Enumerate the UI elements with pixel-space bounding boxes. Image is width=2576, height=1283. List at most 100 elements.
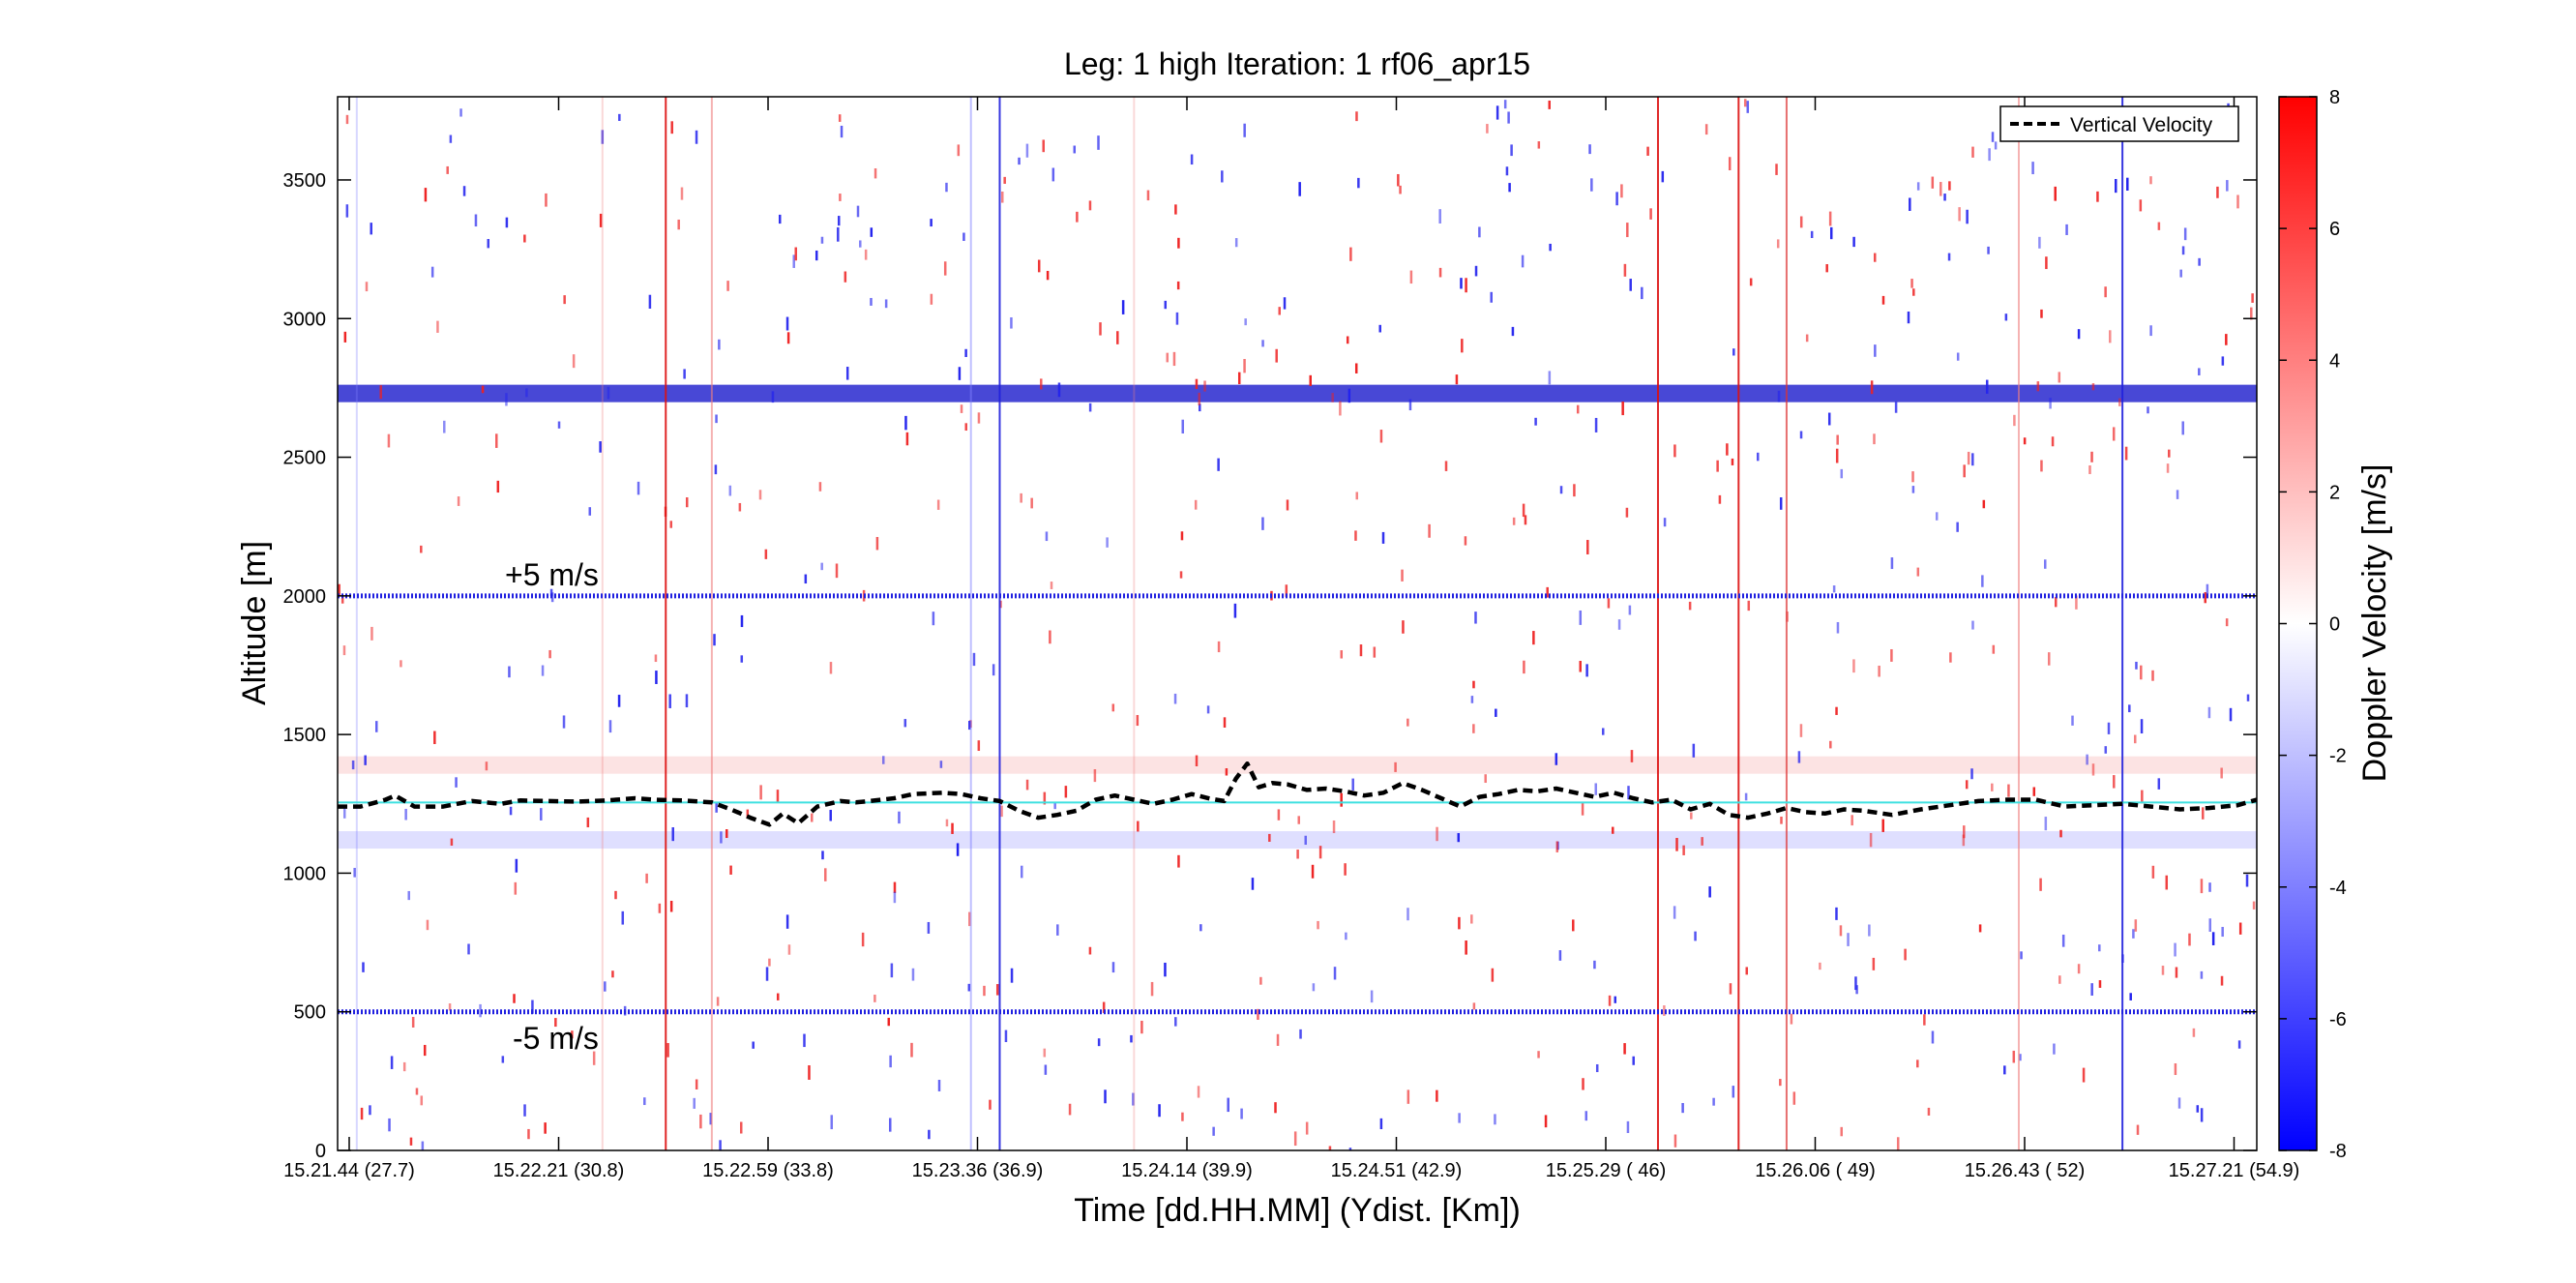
speckle-pixel (1873, 433, 1876, 445)
speckle-pixel (936, 499, 940, 510)
speckle-pixel (2221, 356, 2225, 366)
speckle-pixel (1507, 111, 1510, 124)
speckle-pixel (550, 592, 554, 603)
speckle-pixel (932, 612, 935, 626)
speckle-pixel (709, 1113, 712, 1125)
speckle-pixel (1000, 191, 1004, 203)
speckle-pixel (715, 802, 718, 813)
speckle-pixel (1339, 401, 1342, 416)
speckle-pixel (2107, 722, 2111, 734)
speckle-pixel (1827, 412, 1831, 426)
speckle-pixel (1704, 124, 1708, 135)
speckle-pixel (2077, 964, 2081, 974)
speckle-pixel (746, 809, 750, 820)
speckle-pixel (1399, 185, 1402, 194)
speckle-pixel (1649, 208, 1652, 220)
speckle-pixel (1731, 458, 1734, 465)
speckle-pixel (1991, 783, 1994, 791)
speckle-pixel (1836, 621, 1840, 634)
speckle-pixel (739, 1121, 743, 1134)
speckle-pixel (1978, 924, 1982, 933)
speckle-pixel (541, 665, 545, 676)
speckle-pixel (1615, 192, 1618, 206)
speckle-pixel (2044, 817, 2048, 831)
speckle-pixel (481, 385, 485, 394)
speckle-pixel (424, 188, 428, 202)
speckle-pixel (1994, 141, 1998, 150)
speckle-pixel (1351, 778, 1354, 791)
speckle-pixel (1172, 351, 1176, 367)
speckle-pixel (1227, 1097, 1229, 1113)
speckle-pixel (1020, 865, 1023, 879)
speckle-pixel (1641, 286, 1643, 300)
speckle-pixel (1949, 652, 1952, 663)
speckle-pixel (1729, 983, 1732, 995)
speckle-pixel (1620, 184, 1623, 198)
speckle-pixel (1040, 378, 1043, 390)
speckle-pixel (2225, 334, 2228, 345)
speckle-pixel (870, 297, 873, 306)
speckle-pixel (2096, 191, 2099, 202)
speckle-pixel (1197, 1086, 1200, 1098)
speckle-pixel (824, 868, 827, 881)
speckle-pixel (1176, 281, 1180, 290)
speckle-pixel (898, 811, 901, 824)
speckle-pixel (669, 521, 672, 528)
speckle-pixel (1963, 464, 1966, 478)
speckle-pixel (2039, 878, 2042, 891)
speckle-pixel (1582, 1078, 1584, 1090)
speckle-pixel (2251, 293, 2254, 303)
speckle-pixel (421, 1141, 425, 1150)
speckle-pixel (2237, 1040, 2241, 1049)
speckle-pixel (1594, 783, 1598, 795)
speckle-pixel (1244, 318, 1247, 326)
speckle-pixel (1797, 751, 1801, 763)
speckle-pixel (1097, 1038, 1101, 1047)
speckle-pixel (1088, 403, 1092, 412)
speckle-pixel (2059, 829, 2062, 838)
speckle-pixel (758, 490, 762, 500)
speckle-pixel (2134, 919, 2138, 932)
speckle-pixel (1790, 1013, 1793, 1025)
speckle-pixel (839, 194, 842, 201)
speckle-pixel (1076, 211, 1079, 223)
speckle-pixel (601, 130, 605, 144)
speckle-pixel (882, 756, 885, 764)
speckle-pixel (830, 1115, 834, 1130)
speckle-pixel (1217, 458, 1220, 471)
speckle-pixel (2055, 596, 2058, 608)
speckle-pixel (2245, 874, 2249, 887)
speckle-pixel (1240, 1108, 1243, 1119)
speckle-pixel (889, 1118, 892, 1132)
speckle-pixel (1472, 680, 1475, 689)
speckle-pixel (1675, 837, 1678, 851)
speckle-pixel (540, 808, 543, 821)
speckle-pixel (459, 108, 462, 117)
speckle-pixel (1257, 1008, 1259, 1020)
speckle-pixel (1004, 1029, 1008, 1043)
speckle-pixel (1043, 791, 1047, 805)
speckle-pixel (856, 205, 860, 218)
speckle-pixel (1508, 183, 1511, 193)
speckle-pixel (2082, 1067, 2086, 1083)
speckle-pixel (1776, 239, 1780, 249)
speckle-pixel (1835, 448, 1839, 463)
x-tick-label: 15.26.43 ( 52) (1965, 1160, 2086, 1181)
speckle-pixel (1746, 101, 1750, 113)
speckle-pixel (2151, 670, 2154, 681)
speckle-pixel (2204, 592, 2207, 604)
speckle-pixel (1894, 402, 1898, 413)
speckle-pixel (462, 186, 466, 196)
speckle-pixel (407, 890, 410, 901)
speckle-pixel (835, 563, 839, 579)
speckle-pixel (2147, 406, 2149, 414)
speckle-pixel (2109, 330, 2112, 343)
speckle-pixel (685, 497, 689, 508)
speckle-pixel (509, 806, 513, 816)
speckle-pixel (637, 481, 640, 495)
speckle-pixel (1692, 743, 1696, 758)
speckle-pixel (1243, 123, 1246, 137)
speckle-pixel (2238, 922, 2242, 935)
colorbar-tick-label: -6 (2329, 1009, 2347, 1030)
speckle-pixel (544, 1122, 547, 1134)
